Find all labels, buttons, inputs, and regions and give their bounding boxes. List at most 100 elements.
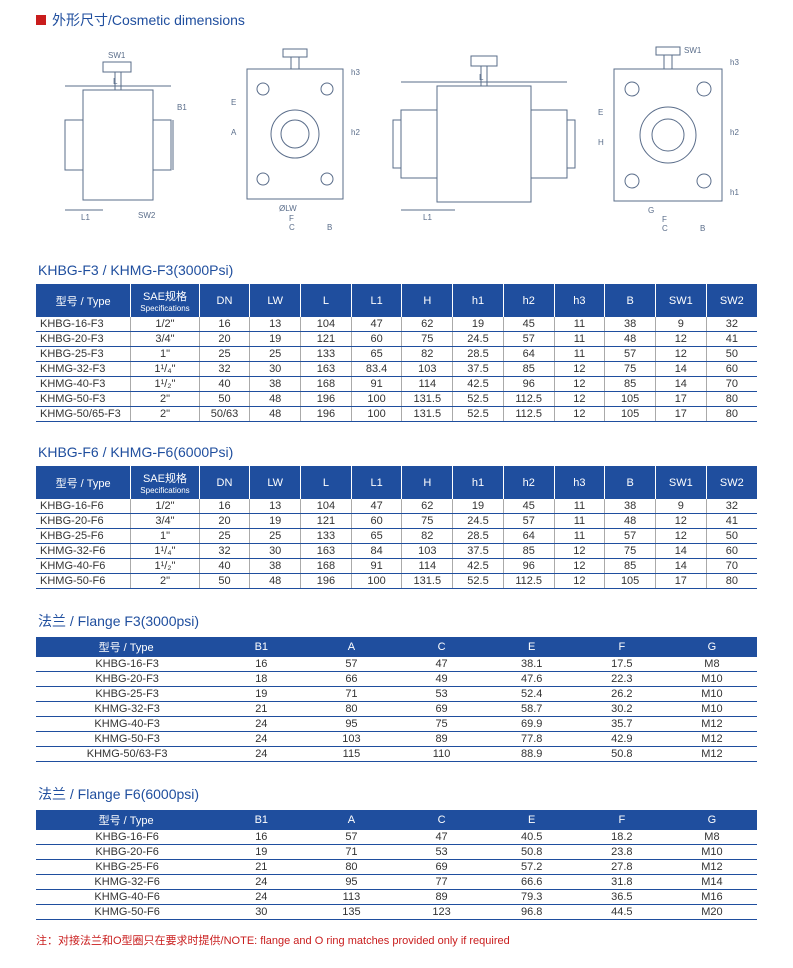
table-cell: 40 [199, 559, 250, 574]
table-cell: 57 [605, 347, 656, 362]
table-cell: 1¹/₂" [131, 377, 199, 392]
table-row: KHMG-50-F63013512396.844.5M20 [36, 905, 757, 920]
table-cell: 100 [351, 392, 402, 407]
table-cell: 27.8 [577, 860, 667, 875]
col-header: SW2 [706, 466, 757, 499]
col-header: 型号 / Type [36, 284, 131, 317]
table-row: KHBG-16-F61/2"1613104476219451138932 [36, 499, 757, 514]
col-header: LW [250, 466, 301, 499]
table-cell: 17 [655, 574, 706, 589]
table-cell: 82 [402, 529, 453, 544]
table-cell: 49 [397, 672, 487, 687]
table-cell: 121 [301, 514, 352, 529]
table-cell: 131.5 [402, 392, 453, 407]
table-cell: 96 [503, 377, 554, 392]
table-cell: 95 [306, 875, 396, 890]
table-cell: 13 [250, 499, 301, 514]
table-cell: KHBG-25-F6 [36, 860, 216, 875]
table-cell: 112.5 [503, 407, 554, 422]
svg-text:SW2: SW2 [138, 211, 156, 220]
table-cell: 12 [554, 574, 605, 589]
table-cell: 58.7 [487, 702, 577, 717]
table-cell: 19 [250, 332, 301, 347]
table-cell: 12 [554, 544, 605, 559]
table-cell: 50.8 [577, 747, 667, 762]
table1-title: KHBG-F3 / KHMG-F3(3000Psi) [38, 262, 757, 278]
table-cell: 71 [306, 687, 396, 702]
svg-text:A: A [231, 128, 237, 137]
table-cell: 37.5 [453, 362, 504, 377]
table-cell: 163 [301, 544, 352, 559]
table-cell: KHBG-25-F3 [36, 347, 131, 362]
table-cell: 1/2" [131, 499, 199, 514]
table-cell: KHBG-16-F6 [36, 830, 216, 845]
table-cell: 85 [503, 544, 554, 559]
table-row: KHMG-40-F61¹/₂"40381689111442.5961285147… [36, 559, 757, 574]
table-cell: 12 [554, 377, 605, 392]
table-cell: 196 [301, 392, 352, 407]
table-cell: 30 [216, 905, 306, 920]
table-cell: 41 [706, 514, 757, 529]
table-cell: M10 [667, 687, 757, 702]
table-cell: 38.1 [487, 657, 577, 672]
table2-body: KHBG-16-F61/2"1613104476219451138932KHBG… [36, 499, 757, 589]
table-cell: 84 [351, 544, 402, 559]
table-cell: 47.6 [487, 672, 577, 687]
table-cell: 2" [131, 392, 199, 407]
col-header: SAE规格Specifications [131, 466, 199, 499]
table-cell: 113 [306, 890, 396, 905]
table1: 型号 / TypeSAE规格SpecificationsDNLWLL1Hh1h2… [36, 284, 757, 422]
table-cell: 57 [306, 830, 396, 845]
table-row: KHMG-50-F62"5048196100131.552.5112.51210… [36, 574, 757, 589]
col-header: h2 [503, 466, 554, 499]
table-cell: 85 [503, 362, 554, 377]
table-cell: 66.6 [487, 875, 577, 890]
table-cell: M10 [667, 702, 757, 717]
col-header: h3 [554, 284, 605, 317]
table-cell: KHBG-20-F6 [36, 514, 131, 529]
table-cell: 70 [706, 559, 757, 574]
section-title-text: 外形尺寸/Cosmetic dimensions [52, 10, 245, 30]
col-header: DN [199, 466, 250, 499]
table-cell: 24 [216, 890, 306, 905]
table-cell: 18 [216, 672, 306, 687]
table-cell: 69 [397, 702, 487, 717]
table-cell: 13 [250, 317, 301, 332]
svg-text:h2: h2 [730, 128, 739, 137]
col-header: B [605, 466, 656, 499]
table-cell: 30.2 [577, 702, 667, 717]
table-cell: 28.5 [453, 529, 504, 544]
table-cell: 80 [706, 392, 757, 407]
table-cell: KHMG-50-F6 [36, 574, 131, 589]
table-cell: 2" [131, 574, 199, 589]
table-cell: 11 [554, 317, 605, 332]
table-cell: 64 [503, 529, 554, 544]
svg-text:E: E [598, 108, 603, 117]
table-cell: 196 [301, 407, 352, 422]
col-header: B [605, 284, 656, 317]
table-cell: 135 [306, 905, 396, 920]
table-cell: 28.5 [453, 347, 504, 362]
table-cell: 114 [402, 559, 453, 574]
table-cell: 1/2" [131, 317, 199, 332]
table-cell: 91 [351, 559, 402, 574]
table3-title: 法兰 / Flange F3(3000psi) [38, 611, 757, 631]
table-cell: 42.9 [577, 732, 667, 747]
col-header: LW [250, 284, 301, 317]
table-cell: 12 [554, 407, 605, 422]
col-header: H [402, 284, 453, 317]
table-cell: KHBG-16-F3 [36, 657, 216, 672]
svg-text:h2: h2 [351, 128, 360, 137]
col-header: h3 [554, 466, 605, 499]
table-cell: 115 [306, 747, 396, 762]
table-cell: 12 [554, 392, 605, 407]
table-cell: 52.4 [487, 687, 577, 702]
table-cell: 30 [250, 544, 301, 559]
table-cell: 50 [706, 529, 757, 544]
svg-text:B: B [327, 223, 332, 232]
table-row: KHMG-50/65-F32"50/6348196100131.552.5112… [36, 407, 757, 422]
table-cell: KHBG-25-F3 [36, 687, 216, 702]
table4: 型号 / TypeB1ACEFG KHBG-16-F616574740.518.… [36, 810, 757, 920]
table-cell: 18.2 [577, 830, 667, 845]
col-header: E [487, 810, 577, 830]
